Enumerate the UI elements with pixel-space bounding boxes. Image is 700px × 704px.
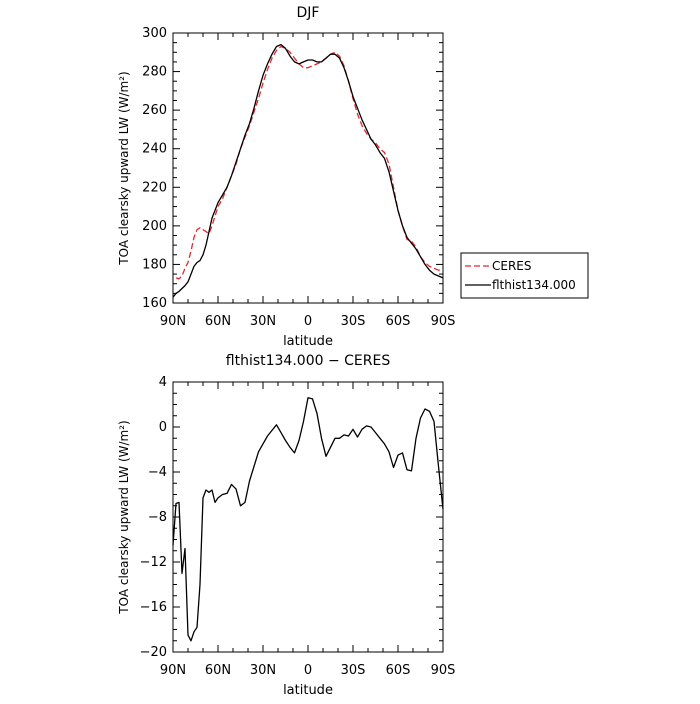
- x-tick-label: 30N: [250, 314, 276, 329]
- series-line-panel2-0: [172, 397, 444, 642]
- chart-panel-2: flthist134.000 − CERES 90N 60N 30N 0 30S 60S 90…: [117, 353, 455, 698]
- x-tick-label: 30S: [341, 663, 366, 678]
- plot-frame: [172, 381, 444, 653]
- y-tick-label: 200: [142, 219, 167, 234]
- x-tick-label: 0: [304, 314, 312, 329]
- series-line-flthist134-000: [172, 43, 444, 298]
- legend: CERES flthist134.000: [460, 252, 589, 299]
- y-axis-label: TOA clearsky upward LW (W/m²): [117, 71, 131, 265]
- x-axis-label: latitude: [283, 334, 333, 349]
- x-tick-label: 60S: [386, 663, 411, 678]
- y-tick-label: 180: [142, 257, 167, 272]
- y-tick-label: 300: [142, 26, 167, 41]
- y-tick-label: 160: [142, 296, 167, 311]
- y-tick-label: −4: [148, 465, 167, 480]
- x-tick-label: 90N: [160, 314, 186, 329]
- y-tick-label: 220: [142, 180, 167, 195]
- x-tick-label: 0: [304, 663, 312, 678]
- plot-frame: [172, 32, 444, 304]
- legend-label: flthist134.000: [492, 278, 576, 292]
- x-tick-label: 30S: [341, 314, 366, 329]
- y-tick-label: 260: [142, 103, 167, 118]
- chart-panel-1: DJF 90N 60N 30N 0 30S 60S 90S 160 180 200 220 240 260…: [117, 5, 589, 349]
- y-tick-label: 0: [159, 420, 167, 435]
- y-tick-label: 240: [142, 142, 167, 157]
- x-tick-label: 90S: [431, 314, 456, 329]
- chart-title: flthist134.000 − CERES: [226, 353, 391, 369]
- x-tick-label: 30N: [250, 663, 276, 678]
- series-line-ceres: [175, 45, 443, 280]
- y-tick-label: −8: [148, 510, 167, 525]
- y-tick-label: −16: [140, 600, 167, 615]
- x-tick-label: 60N: [205, 663, 231, 678]
- x-tick-label: 60S: [386, 314, 411, 329]
- x-tick-label: 90S: [431, 663, 456, 678]
- chart-title: DJF: [297, 5, 320, 21]
- y-tick-label: −20: [140, 645, 167, 660]
- y-tick-label: 280: [142, 65, 167, 80]
- x-tick-label: 90N: [160, 663, 186, 678]
- y-tick-label: −12: [140, 555, 167, 570]
- legend-label: CERES: [492, 259, 532, 273]
- x-tick-label: 60N: [205, 314, 231, 329]
- y-tick-label: 4: [159, 375, 167, 390]
- x-axis-label: latitude: [283, 683, 333, 698]
- y-axis-label: TOA clearsky upward LW (W/m²): [117, 420, 131, 614]
- legend-box: [460, 252, 589, 299]
